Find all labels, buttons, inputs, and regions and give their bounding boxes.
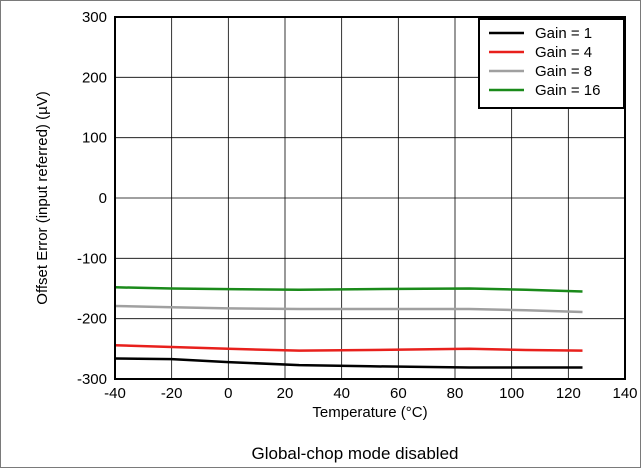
y-tick-label: -200 bbox=[77, 311, 107, 328]
legend-label-3: Gain = 8 bbox=[535, 63, 592, 80]
series-line-2 bbox=[114, 343, 583, 352]
legend-items: Gain = 1 Gain = 4 Gain = 8 Gain = 16 bbox=[489, 25, 600, 99]
y-tick-label: -300 bbox=[77, 371, 107, 388]
chart-caption: Global-chop mode disabled bbox=[252, 444, 459, 463]
x-tick-label: 40 bbox=[333, 385, 350, 402]
legend-label-1: Gain = 1 bbox=[535, 25, 592, 42]
x-tick-label: 60 bbox=[390, 385, 407, 402]
x-tick-label: 100 bbox=[499, 385, 524, 402]
legend: Gain = 1 Gain = 4 Gain = 8 Gain = 16 bbox=[478, 18, 625, 109]
y-axis-label: Offset Error (input referred) (µV) bbox=[34, 91, 51, 304]
tick-labels: -40 -20 0 20 40 60 80 100 120 140-300-200-1000100… bbox=[77, 9, 638, 402]
y-tick-label: -100 bbox=[77, 250, 107, 267]
y-tick-label: 300 bbox=[82, 9, 107, 26]
series-line-1 bbox=[114, 357, 583, 369]
series-layer bbox=[114, 286, 583, 369]
legend-label-2: Gain = 4 bbox=[535, 44, 592, 61]
y-tick-label: 100 bbox=[82, 130, 107, 147]
plot-area-border bbox=[114, 16, 626, 380]
x-tick-label: 140 bbox=[612, 385, 637, 402]
y-tick-label: 0 bbox=[99, 190, 107, 207]
x-tick-label: -20 bbox=[161, 385, 183, 402]
x-tick-label: 80 bbox=[447, 385, 464, 402]
x-axis-label: Temperature (°C) bbox=[312, 404, 427, 421]
x-tick-label: -40 bbox=[104, 385, 126, 402]
series-line-4 bbox=[114, 286, 583, 293]
x-tick-label: 20 bbox=[277, 385, 294, 402]
x-tick-label: 0 bbox=[224, 385, 232, 402]
series-line-3 bbox=[114, 304, 583, 314]
legend-label-4: Gain = 16 bbox=[535, 82, 600, 99]
y-tick-label: 200 bbox=[82, 69, 107, 86]
x-tick-label: 120 bbox=[556, 385, 581, 402]
